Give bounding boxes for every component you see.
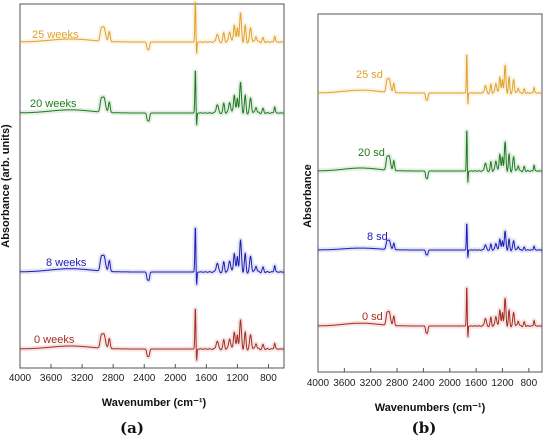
x-ticks-b: 4000 3600 3200 2800 2400 2000 1600 1200 800 [307,368,538,389]
xlabel-b: Wavenumbers (cm⁻¹) [375,402,486,414]
series-label: 8 sd [367,231,388,243]
series-label: 20 weeks [30,98,77,110]
x-tick-label: 3200 [71,373,94,384]
series-line [19,70,285,126]
plot-frame-b [317,13,543,373]
series-line [317,130,543,183]
x-tick-label: 800 [260,373,277,384]
series-line [19,1,285,54]
x-tick-label: 1200 [226,373,249,384]
caption-a: (a) [120,419,144,437]
series-line [317,54,543,105]
plot-frame-a [19,3,285,369]
ylabel-b: Absorbance [302,164,314,228]
series-label: 0 sd [362,311,383,323]
x-tick-label: 4000 [9,373,32,384]
xlabel-a: Wavenumber (cm⁻¹) [102,397,207,409]
x-tick-label: 4000 [307,378,330,389]
x-tick-label: 2000 [439,378,462,389]
series-line [19,308,285,361]
series-line [19,227,285,285]
series-label: 0 weeks [34,334,75,346]
x-tick-label: 2800 [386,378,409,389]
caption-b: (b) [412,419,437,437]
series-label: 8 weeks [46,257,87,269]
series-label: 25 sd [356,69,383,81]
x-tick-label: 1600 [465,378,488,389]
x-tick-label: 3600 [40,373,63,384]
series-line [317,287,543,338]
x-tick-label: 2400 [412,378,435,389]
x-tick-label: 2400 [133,373,156,384]
x-tick-label: 2800 [102,373,125,384]
series-label: 20 sd [358,147,385,159]
panel-a: 4000 3600 3200 2800 2400 2000 1600 1200 800 25 w… [0,0,287,437]
series-label: 25 weeks [32,29,79,41]
series-group-b: 25 sd 20 sd 8 sd 0 sd [315,52,545,340]
x-tick-label: 2000 [164,373,187,384]
x-tick-label: 3200 [360,378,383,389]
x-ticks-a: 4000 3600 3200 2800 2400 2000 1600 1200 800 [9,364,277,384]
x-tick-label: 1200 [491,378,514,389]
series-line [317,223,543,258]
x-tick-label: 3600 [333,378,356,389]
ylabel-a: Absorbance (arb. units) [0,124,12,248]
x-tick-label: 1600 [195,373,218,384]
series-group-a: 25 weeks 20 weeks 8 weeks 0 weeks [17,0,287,363]
panel-b: 4000 3600 3200 2800 2400 2000 1600 1200 800 25 s… [302,13,545,437]
x-tick-label: 800 [520,378,537,389]
